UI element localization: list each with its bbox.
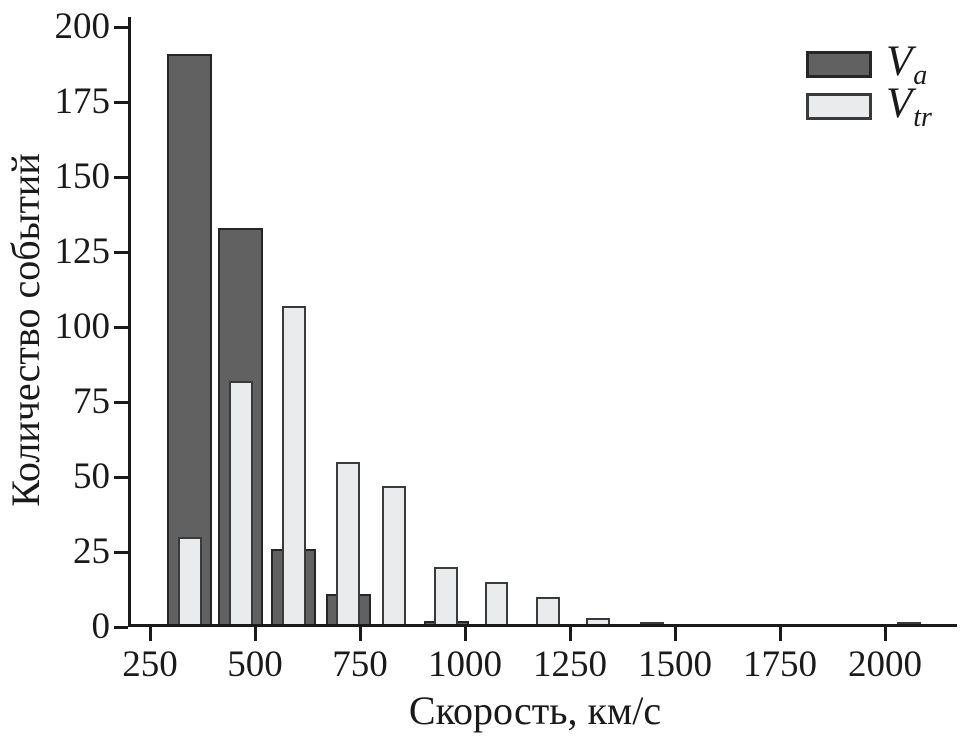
y-tick [114,25,128,29]
x-tick-label: 750 [332,644,388,685]
legend-item-va: Va [806,40,931,91]
x-tick [253,625,257,641]
x-tick-label: 1500 [638,644,712,685]
bar-vtr [336,462,361,626]
y-tick-label: 150 [54,156,111,197]
y-tick [114,325,128,329]
legend-symbol-va: V [886,37,913,85]
y-tick-label: 100 [54,306,111,347]
x-tick [778,625,782,641]
x-tick [148,625,152,641]
bar-vtr [228,381,253,626]
x-tick-label: 500 [227,644,283,685]
legend-label-vtr: Vtr [886,82,932,133]
y-tick-label: 0 [91,606,111,647]
bar-vtr [434,567,459,626]
y-tick [114,250,128,254]
x-tick-label: 250 [122,644,178,685]
y-tick-label: 25 [73,531,110,572]
legend-symbol-vtr: V [886,79,913,127]
x-tick-label: 1750 [743,644,817,685]
legend-swatch-va [806,50,872,78]
legend-subscript-vtr: tr [913,101,932,133]
legend-label-va: Va [886,40,927,91]
y-tick-label: 175 [54,81,111,122]
x-tick [883,625,887,641]
y-tick [114,550,128,554]
x-tick [673,625,677,641]
bar-vtr [177,537,202,626]
x-tick [568,625,572,641]
x-tick-label: 1000 [428,644,502,685]
legend-subscript-va: a [913,59,928,91]
y-axis-line [128,17,131,627]
legend-swatch-vtr [806,92,872,120]
bar-vtr [381,486,406,626]
x-tick-label: 1250 [533,644,607,685]
x-tick-label: 2000 [848,644,922,685]
y-tick-label: 75 [73,381,110,422]
bar-vtr [535,597,560,626]
legend: Va Vtr [806,40,932,133]
y-tick [114,100,128,104]
x-tick [358,625,362,641]
bar-va [167,54,213,626]
x-axis-line [128,624,957,627]
y-tick [114,175,128,179]
y-tick-label: 125 [54,231,111,272]
x-axis-title: Скорость, км/с [408,688,662,733]
y-tick-label: 200 [54,6,111,47]
y-tick [114,400,128,404]
y-tick-label: 50 [73,456,110,497]
y-tick [114,475,128,479]
x-tick [463,625,467,641]
legend-item-vtr: Vtr [806,82,932,133]
bar-vtr [281,306,306,626]
bar-vtr [484,582,509,626]
y-tick [114,625,128,629]
